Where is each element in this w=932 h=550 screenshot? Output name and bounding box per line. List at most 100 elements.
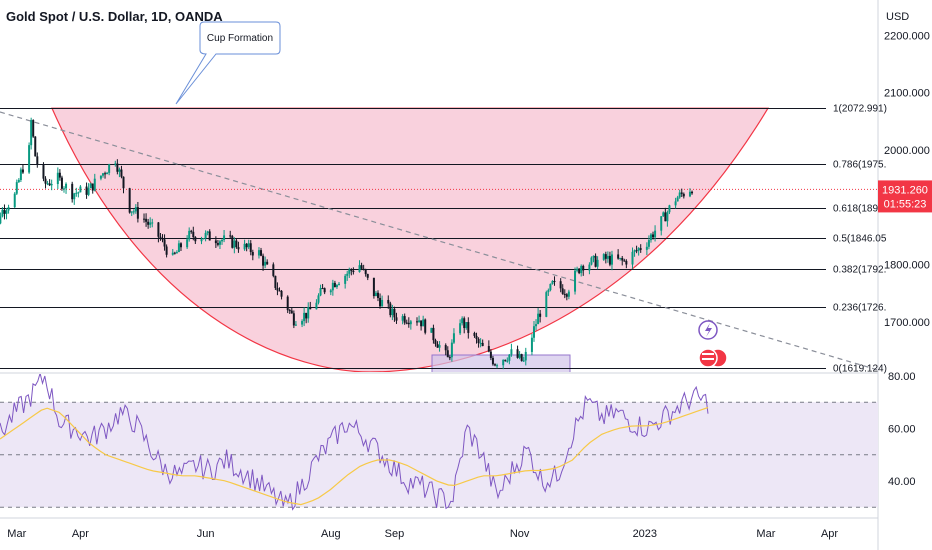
candle-body — [348, 269, 351, 274]
candle-body — [647, 240, 650, 247]
chart-title: Gold Spot / U.S. Dollar, 1D, OANDA — [6, 9, 223, 24]
candle-body — [596, 259, 599, 267]
candle-body — [434, 340, 437, 345]
candle-body — [436, 344, 439, 348]
candle-body — [516, 349, 519, 358]
candle-body — [194, 237, 197, 242]
candle-body — [639, 248, 642, 250]
candle-body — [432, 327, 435, 341]
candle-body — [19, 169, 22, 180]
candle-body — [32, 120, 35, 137]
candle-body — [608, 255, 611, 265]
cup-formation — [51, 107, 770, 372]
candle-body — [7, 207, 10, 211]
candle-body — [567, 291, 570, 297]
candle-body — [654, 230, 657, 238]
candle-body — [473, 332, 476, 336]
candle-body — [635, 250, 638, 252]
candle-body — [315, 302, 318, 310]
candle-body — [660, 216, 663, 231]
candle-body — [157, 222, 160, 237]
price-tick-label: 2000.000 — [884, 145, 930, 157]
candle-body — [352, 270, 355, 273]
candle-body — [292, 313, 295, 326]
candle-body — [360, 265, 363, 269]
candle-body — [625, 260, 628, 265]
candle-body — [202, 238, 205, 240]
candle-body — [422, 319, 425, 327]
candle-body — [374, 292, 377, 297]
time-tick-label: Apr — [72, 528, 89, 540]
bottom-zone-box — [431, 354, 571, 372]
candle-body — [235, 240, 238, 248]
candle-body — [502, 359, 505, 366]
candle-body — [85, 186, 88, 195]
candle-body — [504, 359, 507, 361]
candle-body — [508, 354, 511, 361]
candle-body — [588, 264, 591, 271]
fib-level-label: 0.618(1899. — [833, 204, 886, 215]
candle-body — [229, 235, 232, 237]
candle-body — [243, 243, 246, 250]
candle-body — [130, 211, 133, 213]
fib-level-label: 1(2072.991) — [833, 104, 887, 115]
candle-body — [602, 254, 605, 260]
candle-body — [214, 240, 217, 244]
candle-body — [136, 207, 139, 219]
candle-body — [688, 191, 691, 197]
candle-body — [79, 186, 82, 193]
candle-body — [561, 288, 564, 294]
candle-body — [58, 172, 61, 178]
candle-body — [56, 172, 59, 185]
candle-body — [405, 322, 408, 324]
candle-body — [553, 280, 556, 282]
candle-body — [682, 193, 685, 197]
candle-body — [247, 243, 250, 248]
rsi-tick-label: 40.00 — [888, 476, 916, 488]
candle-body — [452, 333, 455, 343]
us-flag-stripe — [702, 358, 714, 360]
candle-body — [409, 321, 412, 325]
candle-body — [21, 169, 24, 173]
candle-body — [652, 234, 655, 238]
candle-body — [606, 255, 609, 259]
time-tick-label: Sep — [385, 528, 405, 540]
candle-body — [549, 283, 552, 291]
candle-body — [42, 164, 45, 179]
candle-body — [87, 188, 90, 195]
candle-body — [13, 193, 16, 208]
time-tick-label: Mar — [7, 528, 26, 540]
candle-body — [262, 255, 265, 266]
candle-body — [362, 268, 365, 270]
candle-body — [221, 239, 224, 242]
candle-body — [75, 192, 78, 194]
candle-body — [175, 252, 178, 254]
candle-body — [233, 240, 236, 248]
candle-body — [475, 335, 478, 339]
candle-body — [506, 360, 509, 362]
candle-body — [44, 178, 47, 184]
candle-body — [288, 310, 291, 312]
candle-body — [582, 265, 585, 271]
candle-body — [676, 197, 679, 202]
candle-body — [323, 288, 326, 293]
candle-body — [403, 316, 406, 323]
candle-body — [65, 183, 68, 189]
candle-body — [391, 308, 394, 316]
candle-body — [350, 269, 353, 271]
candle-body — [99, 175, 102, 179]
candle-body — [649, 234, 652, 241]
price-tick-label: 2200.000 — [884, 30, 930, 42]
candle-body — [149, 222, 152, 225]
candle-body — [633, 250, 636, 252]
candle-body — [91, 183, 94, 191]
rsi-line — [0, 374, 709, 511]
candle-body — [664, 212, 667, 222]
candle-body — [537, 313, 540, 325]
candle-body — [179, 243, 182, 248]
candle-body — [251, 251, 254, 256]
candle-body — [379, 297, 382, 307]
candle-body — [60, 177, 63, 189]
candle-body — [461, 318, 464, 324]
